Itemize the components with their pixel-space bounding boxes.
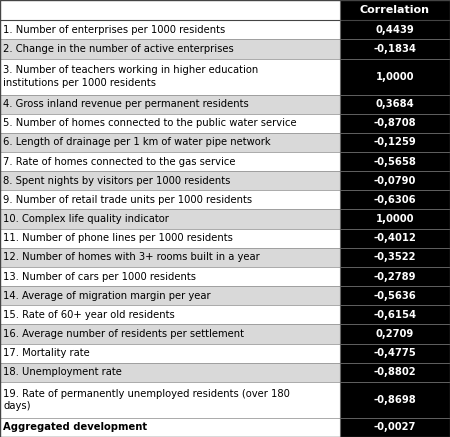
Bar xyxy=(340,248,450,267)
Text: 16. Average number of residents per settlement: 16. Average number of residents per sett… xyxy=(3,329,244,339)
Bar xyxy=(340,20,450,39)
Text: 5. Number of homes connected to the public water service: 5. Number of homes connected to the publ… xyxy=(3,118,297,128)
Text: 0,4439: 0,4439 xyxy=(375,25,414,35)
Bar xyxy=(0,248,340,267)
Bar xyxy=(340,209,450,229)
Text: 7. Rate of homes connected to the gas service: 7. Rate of homes connected to the gas se… xyxy=(3,156,235,166)
Text: 10. Complex life quality indicator: 10. Complex life quality indicator xyxy=(3,214,169,224)
Bar xyxy=(0,20,340,39)
Bar xyxy=(0,191,340,209)
Text: -0,5636: -0,5636 xyxy=(374,291,416,301)
Bar xyxy=(0,286,340,305)
Bar xyxy=(0,133,340,152)
Bar xyxy=(340,114,450,133)
Text: -0,2789: -0,2789 xyxy=(374,271,416,281)
Text: Aggregated development: Aggregated development xyxy=(3,423,147,433)
Bar xyxy=(340,363,450,382)
Text: -0,6154: -0,6154 xyxy=(374,310,416,320)
Text: -0,5658: -0,5658 xyxy=(374,156,416,166)
Text: 2. Change in the number of active enterprises: 2. Change in the number of active enterp… xyxy=(3,44,234,54)
Text: -0,0790: -0,0790 xyxy=(374,176,416,186)
Text: 11. Number of phone lines per 1000 residents: 11. Number of phone lines per 1000 resid… xyxy=(3,233,233,243)
Text: 15. Rate of 60+ year old residents: 15. Rate of 60+ year old residents xyxy=(3,310,175,320)
Text: 9. Number of retail trade units per 1000 residents: 9. Number of retail trade units per 1000… xyxy=(3,195,252,205)
Bar xyxy=(0,382,340,418)
Bar xyxy=(340,229,450,248)
Text: 1. Number of enterprises per 1000 residents: 1. Number of enterprises per 1000 reside… xyxy=(3,25,225,35)
Text: -0,8698: -0,8698 xyxy=(374,395,416,405)
Text: 0,3684: 0,3684 xyxy=(375,99,414,109)
Text: 19. Rate of permanently unemployed residents (over 180
days): 19. Rate of permanently unemployed resid… xyxy=(3,388,290,411)
Bar xyxy=(0,324,340,343)
Text: -0,8802: -0,8802 xyxy=(374,367,416,377)
Text: -0,8708: -0,8708 xyxy=(374,118,416,128)
Bar xyxy=(0,39,340,59)
Text: 1,0000: 1,0000 xyxy=(376,72,414,82)
Text: 12. Number of homes with 3+ rooms built in a year: 12. Number of homes with 3+ rooms built … xyxy=(3,252,260,262)
Text: 1,0000: 1,0000 xyxy=(376,214,414,224)
Bar xyxy=(340,286,450,305)
Text: -0,0027: -0,0027 xyxy=(374,423,416,433)
Bar xyxy=(0,267,340,286)
Text: 4. Gross inland revenue per permanent residents: 4. Gross inland revenue per permanent re… xyxy=(3,99,249,109)
Bar xyxy=(0,94,340,114)
Text: -0,3522: -0,3522 xyxy=(374,252,416,262)
Bar xyxy=(0,152,340,171)
Text: 13. Number of cars per 1000 residents: 13. Number of cars per 1000 residents xyxy=(3,271,196,281)
Bar xyxy=(340,0,450,20)
Bar xyxy=(340,133,450,152)
Bar xyxy=(0,59,340,94)
Bar xyxy=(340,382,450,418)
Bar xyxy=(0,363,340,382)
Bar xyxy=(340,343,450,363)
Text: 18. Unemployment rate: 18. Unemployment rate xyxy=(3,367,122,377)
Text: 6. Length of drainage per 1 km of water pipe network: 6. Length of drainage per 1 km of water … xyxy=(3,138,270,147)
Text: -0,6306: -0,6306 xyxy=(374,195,416,205)
Bar xyxy=(0,209,340,229)
Text: -0,1259: -0,1259 xyxy=(374,138,416,147)
Bar xyxy=(0,343,340,363)
Text: 8. Spent nights by visitors per 1000 residents: 8. Spent nights by visitors per 1000 res… xyxy=(3,176,230,186)
Bar xyxy=(0,418,340,437)
Bar xyxy=(340,191,450,209)
Bar xyxy=(0,229,340,248)
Text: -0,4775: -0,4775 xyxy=(374,348,416,358)
Bar xyxy=(340,324,450,343)
Bar xyxy=(340,171,450,191)
Text: 0,2709: 0,2709 xyxy=(376,329,414,339)
Bar xyxy=(340,59,450,94)
Bar xyxy=(340,39,450,59)
Bar xyxy=(0,0,340,20)
Text: -0,4012: -0,4012 xyxy=(374,233,416,243)
Bar xyxy=(0,171,340,191)
Bar xyxy=(0,114,340,133)
Bar xyxy=(340,152,450,171)
Bar xyxy=(340,305,450,324)
Bar xyxy=(340,418,450,437)
Text: -0,1834: -0,1834 xyxy=(374,44,416,54)
Text: 14. Average of migration margin per year: 14. Average of migration margin per year xyxy=(3,291,211,301)
Text: Correlation: Correlation xyxy=(360,5,430,15)
Bar xyxy=(0,305,340,324)
Text: 17. Mortality rate: 17. Mortality rate xyxy=(3,348,90,358)
Bar xyxy=(340,267,450,286)
Text: 3. Number of teachers working in higher education
institutions per 1000 resident: 3. Number of teachers working in higher … xyxy=(3,66,258,88)
Bar xyxy=(340,94,450,114)
